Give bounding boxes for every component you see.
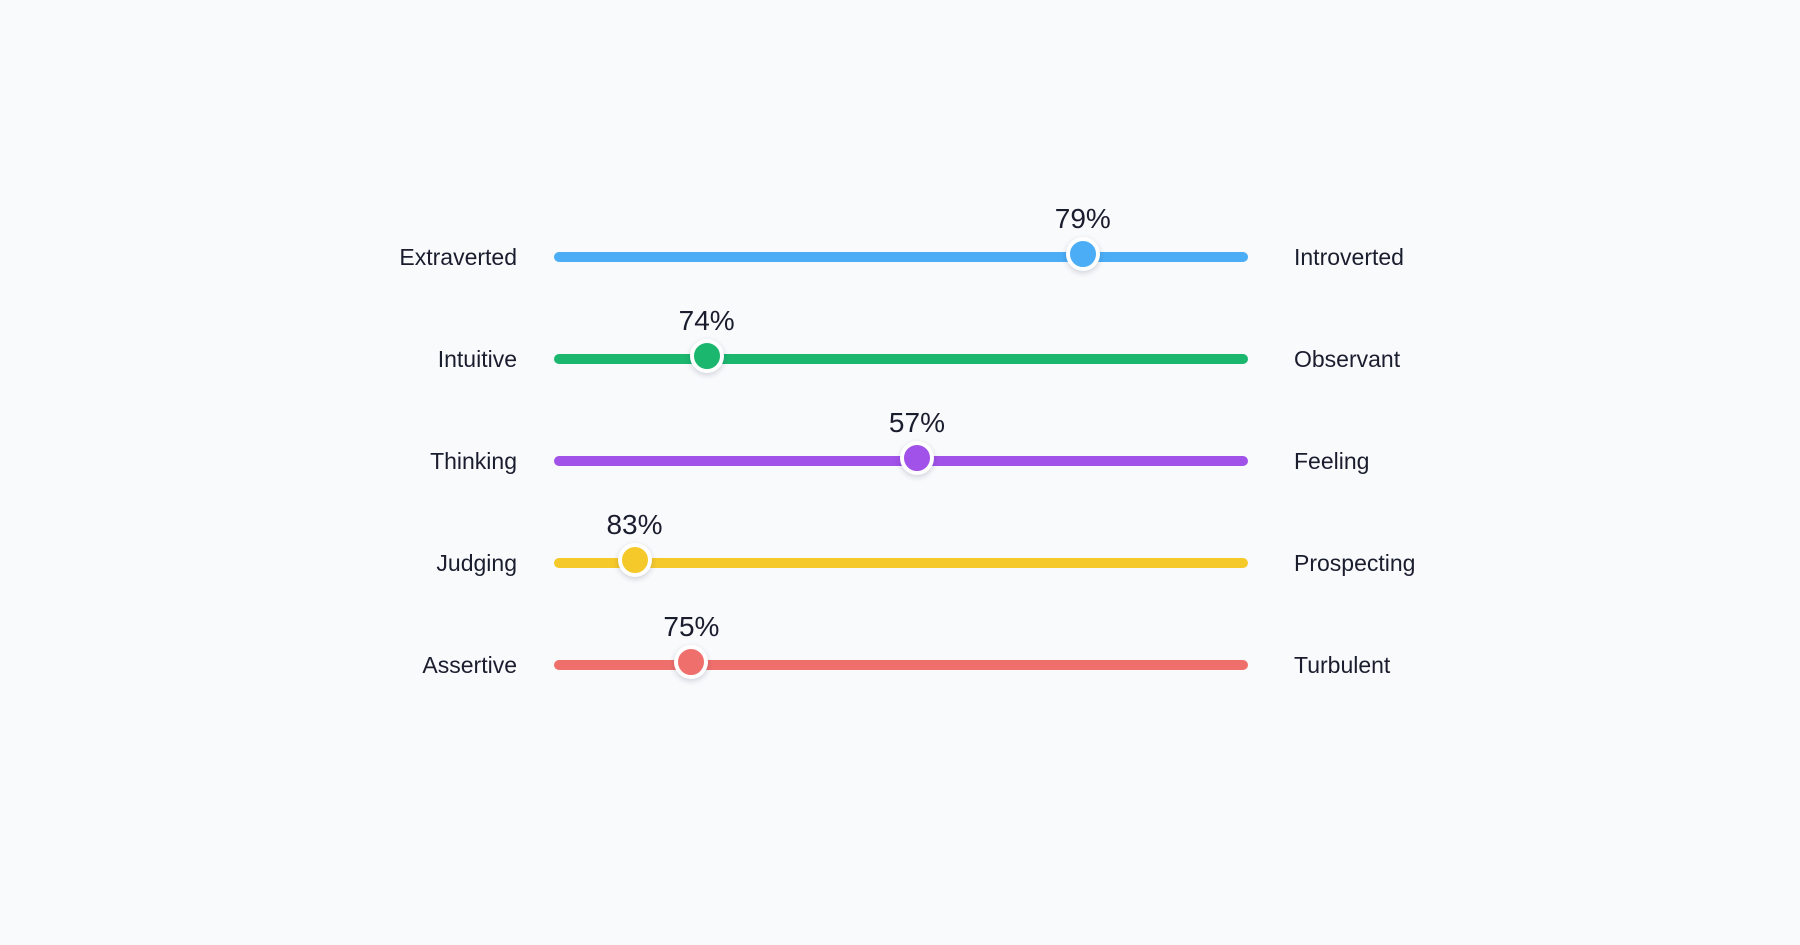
trait-left-label: Assertive xyxy=(422,652,517,678)
trait-right-label: Feeling xyxy=(1294,448,1370,474)
trait-percent-label: 75% xyxy=(663,611,720,642)
trait-left-label: Intuitive xyxy=(437,346,517,372)
trait-left-label: Thinking xyxy=(430,448,517,474)
trait-right-label: Introverted xyxy=(1294,244,1404,270)
trait-right-label: Prospecting xyxy=(1294,550,1416,576)
trait-slider-knob[interactable] xyxy=(689,339,724,373)
trait-left-label: Extraverted xyxy=(399,244,517,270)
trait-slider-knob[interactable] xyxy=(617,543,652,577)
trait-slider-track[interactable] xyxy=(554,558,1248,568)
trait-slider-track[interactable] xyxy=(554,354,1248,364)
trait-row-nature: Thinking 57% Feeling xyxy=(0,394,1800,504)
trait-left-label: Judging xyxy=(436,550,517,576)
trait-right-label: Turbulent xyxy=(1294,652,1391,678)
trait-slider-knob[interactable] xyxy=(1065,237,1100,271)
trait-row-mind: Intuitive 74% Observant xyxy=(0,292,1800,402)
trait-percent-label: 57% xyxy=(888,407,945,438)
trait-percent-label: 83% xyxy=(606,509,663,540)
trait-row-energy: Extraverted 79% Introverted xyxy=(0,190,1800,300)
trait-slider-track[interactable] xyxy=(554,660,1248,670)
trait-slider-knob[interactable] xyxy=(674,645,709,679)
trait-slider-knob[interactable] xyxy=(899,441,934,475)
trait-slider-track[interactable] xyxy=(554,252,1248,262)
trait-right-label: Observant xyxy=(1294,346,1401,372)
trait-row-tactics: Judging 83% Prospecting xyxy=(0,496,1800,606)
trait-percent-label: 74% xyxy=(678,305,735,336)
trait-percent-label: 79% xyxy=(1054,203,1111,234)
trait-row-identity: Assertive 75% Turbulent xyxy=(0,598,1800,708)
